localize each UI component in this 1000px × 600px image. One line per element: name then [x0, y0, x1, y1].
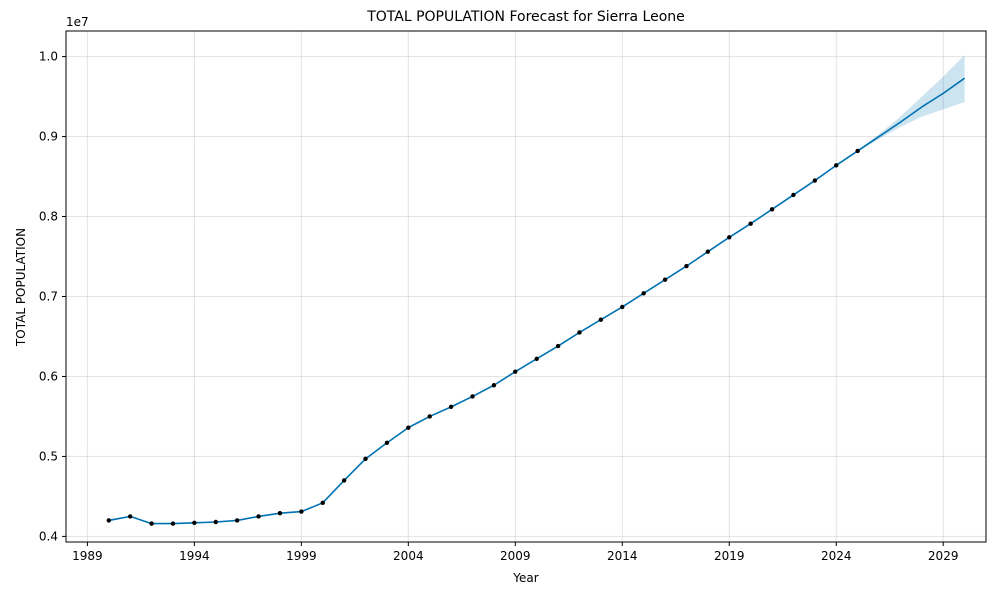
observed-point: [491, 383, 497, 388]
y-tick-label: 0.9: [39, 130, 58, 144]
observed-point: [748, 221, 753, 226]
observed-point: [727, 235, 732, 240]
observed-point: [341, 478, 347, 483]
x-tick-label: 2009: [500, 549, 531, 563]
y-tick-label: 0.5: [39, 449, 58, 463]
observed-point: [320, 500, 325, 506]
y-tick-label: 0.7: [39, 289, 58, 303]
observed-point: [534, 356, 539, 362]
observed-point: [427, 414, 432, 419]
observed-point: [127, 514, 133, 519]
observed-point: [791, 192, 796, 198]
observed-point: [555, 343, 561, 349]
observed-point: [192, 520, 197, 526]
observed-point: [149, 521, 154, 526]
observed-point: [620, 304, 625, 310]
y-axis-offset-label: 1e7: [66, 15, 89, 29]
observed-points: [106, 148, 860, 526]
x-tick-label: 1994: [179, 549, 210, 563]
y-tick-label: 0.4: [39, 529, 58, 543]
x-axis-ticks: 1989 1994 1999 2004 2009 2014 2019 2024 2029: [72, 542, 958, 563]
observed-point: [769, 207, 775, 212]
observed-point: [812, 178, 818, 183]
grid-lines: [66, 31, 986, 542]
observed-point: [577, 330, 582, 335]
observed-point: [448, 404, 454, 410]
observed-point: [834, 163, 839, 168]
observed-point: [106, 518, 111, 523]
observed-point: [705, 249, 711, 254]
chart-title: TOTAL POPULATION Forecast for Sierra Leo…: [366, 9, 685, 25]
plot-frame: [65, 30, 987, 543]
observed-point: [662, 277, 668, 282]
observed-point: [299, 509, 304, 514]
observed-point: [384, 440, 390, 446]
observed-point: [406, 425, 411, 430]
observed-point: [598, 317, 604, 322]
y-axis-ticks: 0.4 0.5 0.6 0.7 0.8 0.9 1.0: [39, 50, 66, 543]
x-tick-label: 2024: [821, 549, 852, 563]
observed-point: [513, 369, 518, 374]
y-axis-label: TOTAL POPULATION: [14, 228, 28, 347]
observed-point: [213, 519, 218, 525]
observed-point: [363, 456, 368, 462]
x-tick-label: 1989: [72, 549, 103, 563]
observed-point: [641, 291, 646, 296]
y-tick-label: 0.8: [39, 210, 58, 224]
x-tick-label: 1999: [286, 549, 317, 563]
x-tick-label: 2004: [393, 549, 424, 563]
observed-point: [470, 394, 475, 399]
observed-point: [684, 263, 689, 269]
observed-point: [855, 148, 860, 154]
y-tick-label: 1.0: [39, 50, 58, 64]
x-tick-label: 2019: [714, 549, 745, 563]
x-tick-label: 2014: [607, 549, 638, 563]
x-tick-label: 2029: [928, 549, 959, 563]
observed-point: [234, 518, 240, 523]
observed-point: [170, 521, 176, 526]
y-tick-label: 0.6: [39, 369, 58, 383]
x-axis-label: Year: [512, 571, 538, 585]
observed-point: [277, 511, 283, 516]
observed-point: [256, 514, 261, 519]
